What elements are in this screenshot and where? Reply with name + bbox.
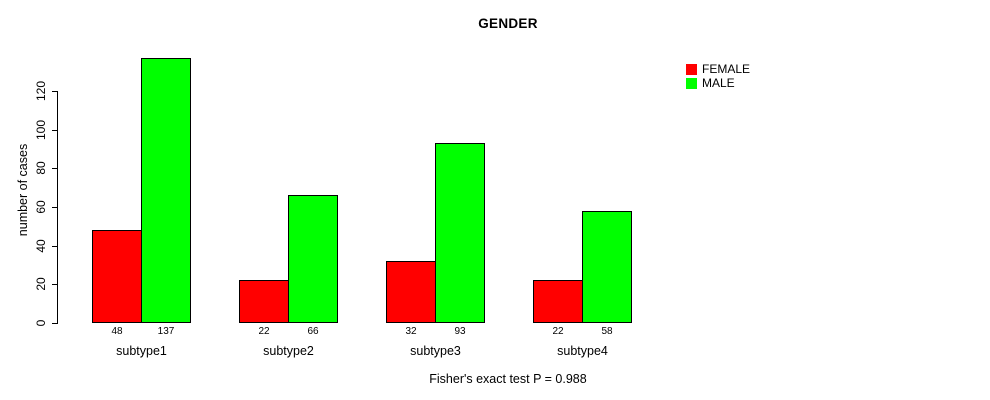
legend-item-male: MALE [686,77,750,89]
y-axis-tick-label: 120 [34,80,48,102]
y-axis-tick [52,207,58,208]
legend-item-female: FEMALE [686,63,750,75]
y-axis-tick [52,91,58,92]
y-axis-tick-label: 80 [34,161,48,175]
bar-female-subtype2 [239,280,289,323]
legend-label: MALE [702,76,735,90]
bar-female-subtype3 [386,261,436,323]
x-category-label: subtype1 [116,344,167,358]
y-axis-tick-label: 40 [34,239,48,253]
y-axis-tick-label: 100 [34,119,48,141]
fisher-test-annotation: Fisher's exact test P = 0.988 [429,372,587,386]
x-category-label: subtype4 [557,344,608,358]
y-axis-tick [52,246,58,247]
y-axis-tick-label: 0 [34,319,48,327]
bar-value-label: 48 [111,326,123,337]
bar-male-subtype3 [435,143,485,323]
bar-male-subtype2 [288,195,338,323]
y-axis-tick-label: 20 [34,277,48,291]
female-swatch-icon [686,63,697,75]
bar-female-subtype4 [533,280,583,323]
y-axis-tick [52,168,58,169]
bar-value-label: 32 [405,326,417,337]
bar-female-subtype1 [92,230,142,323]
bar-value-label: 137 [157,326,175,337]
y-axis-label: number of cases [16,143,30,237]
x-category-label: subtype2 [263,344,314,358]
chart-title: GENDER [478,16,538,31]
y-axis-tick [52,323,58,324]
bar-value-label: 93 [454,326,466,337]
bar-value-label: 66 [307,326,319,337]
y-axis-tick [52,284,58,285]
y-axis-tick-label: 60 [34,200,48,214]
bar-male-subtype1 [141,58,191,323]
y-axis-tick [52,130,58,131]
bar-male-subtype4 [582,211,632,323]
bar-value-label: 22 [258,326,270,337]
bar-value-label: 22 [552,326,564,337]
bar-value-label: 58 [601,326,613,337]
legend-label: FEMALE [702,62,751,76]
male-swatch-icon [686,77,697,89]
x-category-label: subtype3 [410,344,461,358]
legend: FEMALE MALE [686,63,750,91]
